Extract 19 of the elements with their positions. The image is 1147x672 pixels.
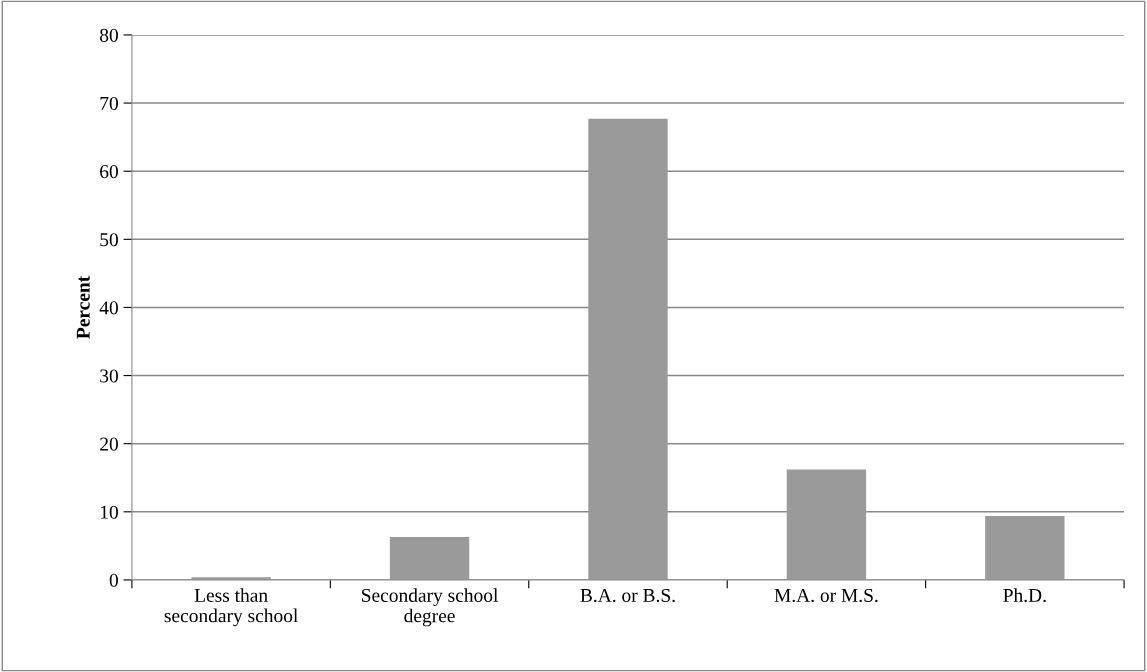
y-tick-label: 20	[100, 437, 118, 451]
y-tick-label: 80	[100, 28, 118, 42]
y-tick-label: 50	[100, 233, 118, 247]
y-tick-label: 10	[100, 505, 118, 519]
y-tick-label: 30	[100, 369, 118, 383]
x-tick-label: M.A. or M.S.	[774, 588, 878, 603]
x-tick-label: B.A. or B.S.	[580, 588, 675, 603]
y-tick-label: 70	[100, 96, 118, 111]
bar	[985, 515, 1065, 580]
x-tick-label: Secondary school degree	[362, 588, 499, 627]
y-tick-label: 60	[100, 165, 118, 179]
bar	[588, 118, 668, 580]
x-tick-label: Ph.D.	[1003, 588, 1046, 603]
bar	[389, 537, 470, 580]
y-axis-title: Percent	[76, 275, 90, 339]
x-tick-label: Less than secondary school	[164, 588, 298, 627]
bar	[786, 469, 867, 580]
y-tick-label: 0	[109, 573, 118, 587]
y-tick-label: 40	[99, 301, 118, 315]
